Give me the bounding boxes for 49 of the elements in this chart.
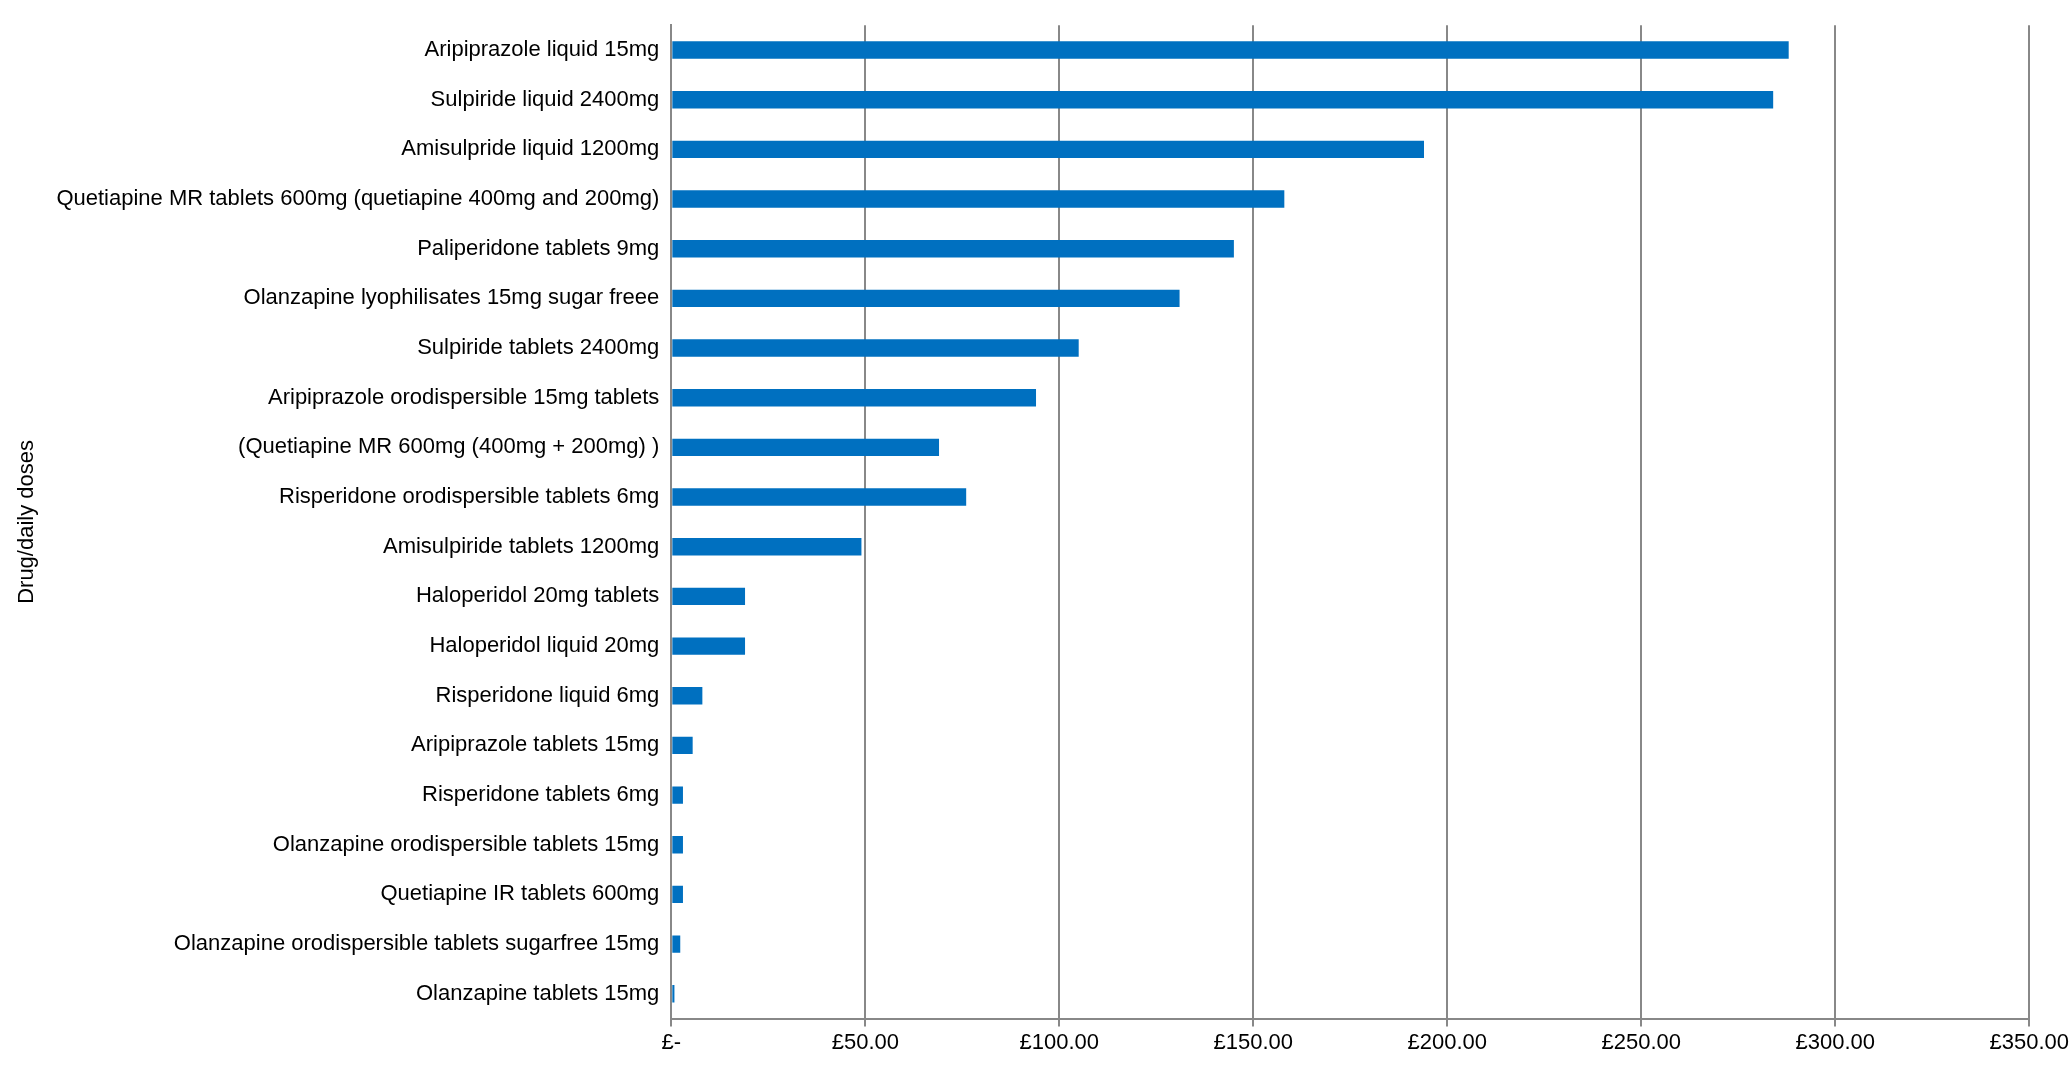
x-tick-label: £250.00 (1601, 1028, 1682, 1054)
y-tick-label: Risperidone liquid 6mg (435, 681, 660, 707)
y-tick-label: Olanzapine orodispersible tablets sugarfree 15mg (173, 930, 660, 956)
x-tick-label: £350.00 (1989, 1028, 2069, 1054)
bar (672, 240, 1234, 258)
y-tick-label: Olanzapine tablets 15mg (415, 979, 660, 1005)
x-tick-label: £100.00 (1019, 1028, 1100, 1054)
y-tick-label: Amisulpride liquid 1200mg (401, 135, 660, 161)
y-tick-label: Sulpiride tablets 2400mg (417, 334, 660, 360)
bar (672, 736, 693, 755)
bar (672, 786, 683, 804)
y-tick-label: Quetiapine MR tablets 600mg (quetiapine 400mg and 200mg) (56, 185, 660, 211)
bar (672, 41, 1789, 59)
y-tick-label: Haloperidol liquid 20mg (429, 632, 660, 658)
y-tick-label: Haloperidol 20mg tablets (415, 582, 660, 608)
y-tick-label: Olanzapine orodispersible tablets 15mg (272, 830, 660, 856)
bar (672, 836, 683, 854)
bar (672, 389, 1037, 407)
bar (672, 190, 1285, 208)
y-tick-label: Risperidone orodispersible tablets 6mg (279, 483, 660, 509)
x-tick-label: £- (661, 1028, 682, 1054)
x-tick-label: £200.00 (1407, 1028, 1488, 1054)
bar (672, 488, 967, 506)
y-tick-label: Aripiprazole tablets 15mg (411, 731, 660, 757)
y-tick-label: Aripiprazole orodispersible 15mg tablets (268, 383, 660, 409)
y-tick-label: Sulpiride liquid 2400mg (430, 85, 660, 111)
bar (672, 91, 1774, 109)
bar (672, 289, 1180, 308)
y-tick-label: Quetiapine IR tablets 600mg (380, 880, 660, 906)
bar (672, 885, 683, 904)
x-tick-label: £50.00 (831, 1028, 899, 1054)
bar (672, 985, 675, 1003)
bar (672, 637, 746, 655)
y-axis-title: Drug/daily doses (13, 439, 39, 604)
bar (672, 339, 1079, 357)
y-tick-label: Amisulpiride tablets 1200mg (382, 532, 660, 558)
bar (672, 140, 1424, 159)
x-tick-label: £300.00 (1795, 1028, 1876, 1054)
bar (672, 935, 681, 953)
bar (672, 587, 746, 606)
y-tick-label: Risperidone tablets 6mg (422, 781, 660, 807)
y-tick-label: Aripiprazole liquid 15mg (424, 36, 660, 62)
bar (672, 538, 862, 556)
bar (672, 687, 703, 705)
y-tick-label: Olanzapine lyophilisates 15mg sugar freee (243, 284, 660, 310)
bar (672, 438, 940, 457)
y-tick-label: (Quetiapine MR 600mg (400mg + 200mg) ) (238, 433, 660, 459)
x-tick-label: £150.00 (1213, 1028, 1294, 1054)
y-tick-label: Paliperidone tablets 9mg (417, 234, 660, 260)
